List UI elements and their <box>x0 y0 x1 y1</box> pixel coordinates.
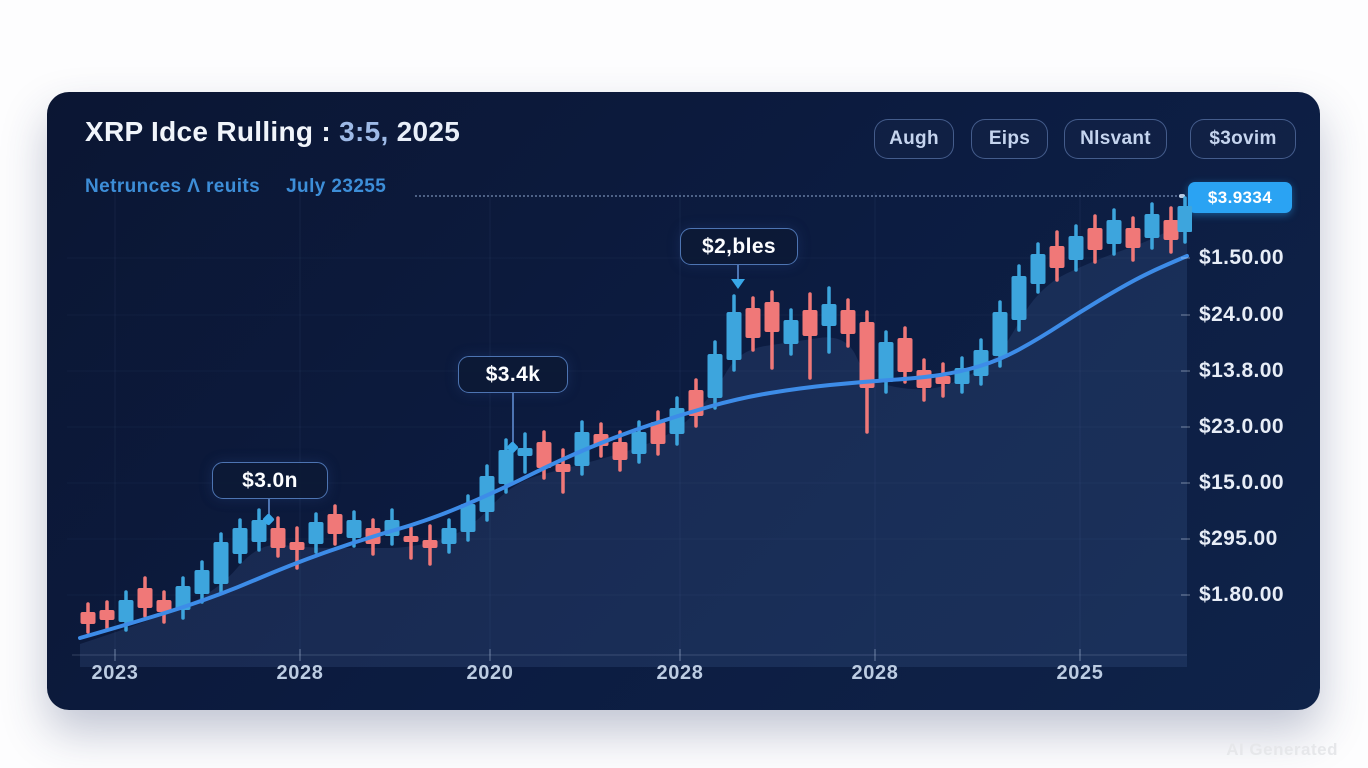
current-price-badge: $3.9334 <box>1188 182 1292 213</box>
price-axis-label: $23.0.00 <box>1181 413 1284 441</box>
annotation-price-label: $2,bles <box>680 228 798 265</box>
price-axis-label: $1.50.00 <box>1181 244 1284 272</box>
price-axis-label: $295.00 <box>1181 525 1278 553</box>
price-axis-label: $1.80.00 <box>1181 581 1284 609</box>
annotation-arrow-down-icon <box>731 279 745 289</box>
annotation-stem <box>512 393 514 443</box>
annotation-price-label: $3.0n <box>212 462 328 499</box>
time-axis-label: 2028 <box>276 662 324 684</box>
current-price-leader-line <box>415 195 1185 197</box>
price-axis-label: $24.0.00 <box>1181 301 1284 329</box>
page-title: XRP Idce Rulling : 3:5, 2025 <box>85 116 460 148</box>
ai-generated-watermark: AI Generated <box>1226 740 1338 759</box>
timeframe-button-1[interactable]: Augh <box>874 119 954 159</box>
annotation-stem <box>737 265 739 279</box>
chart-card: XRP Idce Rulling : 3:5, 2025 Netrunces Λ… <box>47 92 1320 710</box>
annotation-stem <box>268 499 270 515</box>
time-axis-label: 2025 <box>1056 662 1104 684</box>
annotation-price-label: $3.4k <box>458 356 568 393</box>
subtitle-left: Netrunces Λ reuits <box>85 176 261 197</box>
title-year: 2025 <box>388 116 461 147</box>
time-axis-label: 2028 <box>851 662 899 684</box>
subtitle-date: July 23255 <box>286 176 387 197</box>
chart-subtitle: Netrunces Λ reuits July 23255 <box>85 176 386 198</box>
candlestick-chart[interactable] <box>47 192 1192 667</box>
price-axis-label: $15.0.00 <box>1181 469 1284 497</box>
title-main: XRP Idce Rulling : <box>85 116 340 147</box>
price-axis-label: $13.8.00 <box>1181 357 1284 385</box>
title-time: 3:5, <box>339 116 389 147</box>
timeframe-button-3[interactable]: Nlsvant <box>1064 119 1167 159</box>
time-axis-label: 2023 <box>91 662 139 684</box>
timeframe-button-2[interactable]: Eips <box>971 119 1048 159</box>
price-button[interactable]: $3ovim <box>1190 119 1296 159</box>
time-axis-label: 2020 <box>466 662 514 684</box>
badge-tick-dot <box>1179 194 1185 198</box>
time-axis-label: 2028 <box>656 662 704 684</box>
